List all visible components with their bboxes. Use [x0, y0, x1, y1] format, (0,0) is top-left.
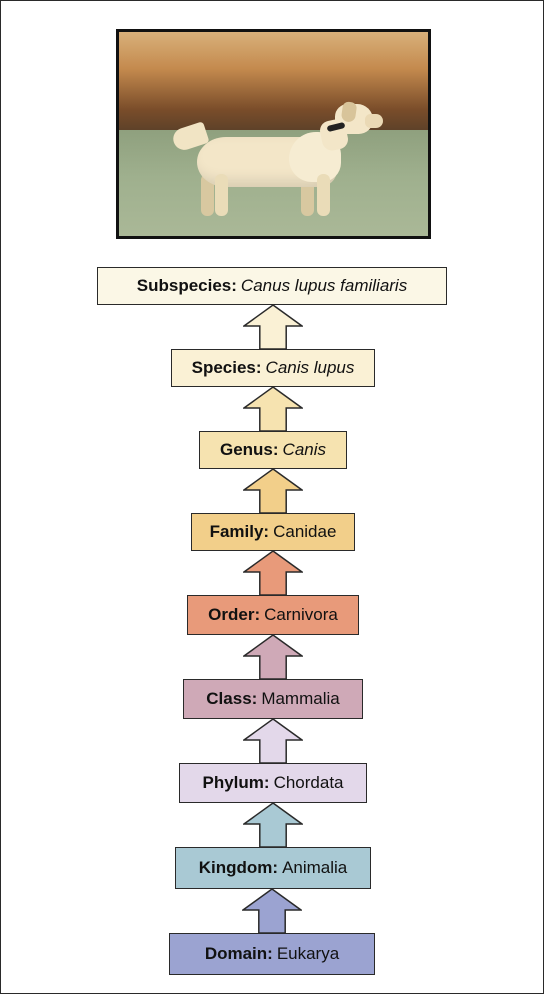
photo-frame: [116, 29, 431, 239]
taxon-class: Class: Mammalia: [183, 679, 363, 719]
arrow-up-icon: [243, 634, 303, 680]
rank-label: Class:: [206, 689, 257, 709]
rank-value: Canus lupus familiaris: [241, 276, 407, 296]
rank-label: Genus:: [220, 440, 279, 460]
rank-value: Canis: [283, 440, 326, 460]
taxon-domain: Domain: Eukarya: [169, 933, 375, 975]
arrow-up-icon: [243, 550, 303, 596]
taxon-species: Species: Canis lupus: [171, 349, 375, 387]
rank-value: Carnivora: [264, 605, 338, 625]
taxon-order: Order: Carnivora: [187, 595, 359, 635]
photo-dog: [167, 102, 382, 217]
rank-value: Eukarya: [277, 944, 339, 964]
rank-value: Canidae: [273, 522, 336, 542]
rank-label: Domain:: [205, 944, 273, 964]
taxon-genus: Genus: Canis: [199, 431, 347, 469]
arrow-up-icon: [243, 304, 303, 350]
arrow-up-icon: [243, 468, 303, 514]
rank-label: Family:: [210, 522, 270, 542]
rank-label: Order:: [208, 605, 260, 625]
taxon-kingdom: Kingdom: Animalia: [175, 847, 371, 889]
arrow-up-icon: [243, 386, 303, 432]
arrow-up-icon: [243, 718, 303, 764]
rank-value: Chordata: [274, 773, 344, 793]
rank-label: Species:: [192, 358, 262, 378]
rank-label: Phylum:: [203, 773, 270, 793]
rank-label: Subspecies:: [137, 276, 237, 296]
rank-value: Mammalia: [261, 689, 339, 709]
arrow-up-icon: [243, 802, 303, 848]
arrow-up-icon: [242, 888, 302, 934]
taxon-subspecies: Subspecies: Canus lupus familiaris: [97, 267, 447, 305]
taxon-phylum: Phylum: Chordata: [179, 763, 367, 803]
rank-value: Animalia: [282, 858, 347, 878]
rank-label: Kingdom:: [199, 858, 278, 878]
taxon-family: Family: Canidae: [191, 513, 355, 551]
rank-value: Canis lupus: [266, 358, 355, 378]
